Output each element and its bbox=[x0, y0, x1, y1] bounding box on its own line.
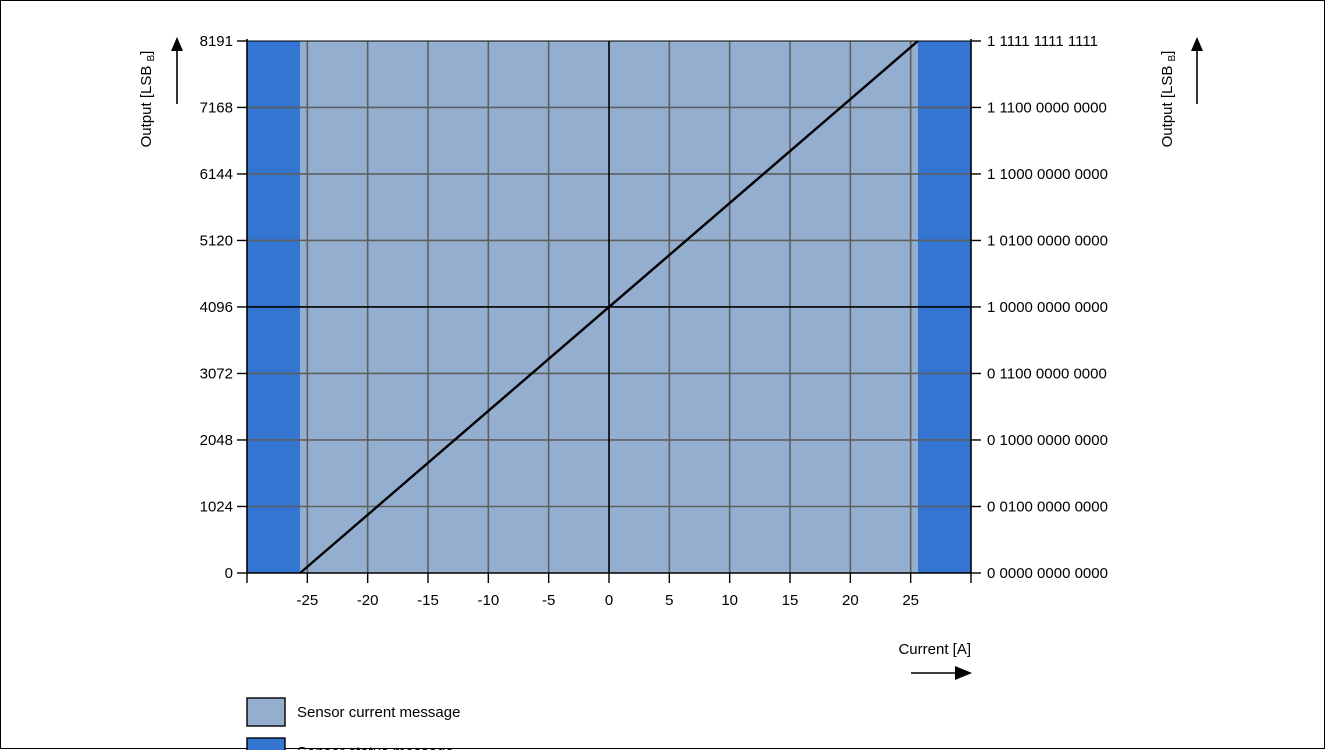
y-tick-label-right: 1 0000 0000 0000 bbox=[987, 299, 1108, 316]
y-tick-label-right: 1 1100 0000 0000 bbox=[987, 99, 1107, 116]
y-tick-label-right: 0 0000 0000 0000 bbox=[987, 565, 1108, 582]
x-tick-label: -5 bbox=[542, 592, 555, 609]
y-tick-label-left: 1024 bbox=[200, 498, 233, 515]
y-axis-title-left-text: Output [LSB bbox=[138, 61, 155, 147]
y-axis-title-left-close: ] bbox=[138, 51, 155, 55]
legend-swatch bbox=[247, 738, 285, 750]
x-axis-title: Current [A] bbox=[898, 641, 971, 658]
legend: Sensor current message Sensor status mess… bbox=[247, 698, 460, 750]
y-axis-title-left: Output [LSB B] bbox=[138, 51, 157, 148]
y-tick-label-right: 0 1100 0000 0000 bbox=[987, 365, 1107, 382]
legend-swatch bbox=[247, 698, 285, 726]
y-left-arrow-head bbox=[171, 37, 183, 51]
x-tick-label: -25 bbox=[296, 592, 318, 609]
y-tick-label-right: 0 1000 0000 0000 bbox=[987, 432, 1108, 449]
y-tick-label-right: 1 1000 0000 0000 bbox=[987, 166, 1108, 183]
y-tick-label-left: 4096 bbox=[200, 299, 233, 316]
y-tick-label-left: 3072 bbox=[200, 365, 233, 382]
y-tick-label-right: 0 0100 0000 0000 bbox=[987, 498, 1108, 515]
x-tick-label: 15 bbox=[782, 592, 799, 609]
x-tick-label: -20 bbox=[357, 592, 379, 609]
x-tick-label: -15 bbox=[417, 592, 439, 609]
y-tick-label-left: 2048 bbox=[200, 432, 233, 449]
y-tick-label-left: 0 bbox=[225, 565, 233, 582]
y-axis-title-right-text: Output [LSB bbox=[1159, 61, 1176, 147]
y-tick-label-left: 7168 bbox=[200, 99, 233, 116]
legend-label: Sensor current message bbox=[297, 704, 460, 721]
x-tick-label: 5 bbox=[665, 592, 673, 609]
y-tick-label-right: 1 0100 0000 0000 bbox=[987, 232, 1108, 249]
y-axis-title-right-close: ] bbox=[1159, 51, 1176, 55]
y-tick-label-left: 8191 bbox=[200, 33, 233, 50]
x-tick-label: 10 bbox=[721, 592, 738, 609]
y-right-arrow-head bbox=[1191, 37, 1203, 51]
y-tick-label-left: 6144 bbox=[200, 166, 233, 183]
x-tick-label: 20 bbox=[842, 592, 859, 609]
y-axis-title-right: Output [LSB B] bbox=[1159, 51, 1178, 148]
x-tick-label: 25 bbox=[902, 592, 919, 609]
y-tick-label-right: 1 1111 1111 1111 bbox=[987, 33, 1098, 50]
x-tick-label: -10 bbox=[477, 592, 499, 609]
legend-label: Sensor status message bbox=[297, 744, 454, 750]
x-arrow-head bbox=[955, 666, 972, 680]
y-tick-label-left: 5120 bbox=[200, 232, 233, 249]
x-tick-label: 0 bbox=[605, 592, 613, 609]
